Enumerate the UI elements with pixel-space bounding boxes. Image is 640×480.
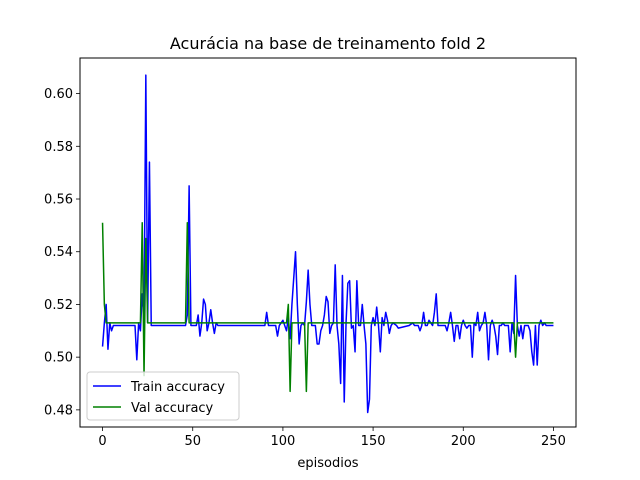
legend-box bbox=[86, 371, 240, 421]
x-tick-label: 200 bbox=[451, 434, 476, 449]
x-axis: 0 50 100 150 200 250 bbox=[98, 427, 566, 449]
x-tick-label: 250 bbox=[541, 434, 566, 449]
y-axis: 0.48 0.50 0.52 0.54 0.56 0.58 0.60 bbox=[44, 87, 80, 418]
y-tick-label: 0.50 bbox=[44, 351, 73, 366]
series-line-0 bbox=[101, 74, 554, 414]
plot-area bbox=[79, 57, 577, 428]
series-line-1 bbox=[101, 221, 554, 393]
chart-title: Acurácia na base de treinamento fold 2 bbox=[170, 34, 486, 53]
y-tick-label: 0.60 bbox=[44, 87, 73, 102]
y-tick-label: 0.52 bbox=[44, 298, 73, 313]
series-layer bbox=[101, 74, 554, 414]
y-tick-label: 0.54 bbox=[44, 245, 73, 260]
y-tick-label: 0.56 bbox=[44, 193, 73, 208]
plot-frame bbox=[79, 57, 577, 428]
y-tick-label: 0.58 bbox=[44, 140, 73, 155]
legend-label-0: Train accuracy bbox=[130, 380, 225, 395]
x-tick-label: 100 bbox=[270, 434, 295, 449]
y-tick-label: 0.48 bbox=[44, 403, 73, 418]
legend-label-1: Val accuracy bbox=[131, 401, 214, 416]
legend: Train accuracy Val accuracy bbox=[86, 371, 240, 421]
x-tick-label: 50 bbox=[184, 434, 201, 449]
x-axis-label: episodios bbox=[297, 456, 358, 471]
x-tick-label: 0 bbox=[98, 434, 106, 449]
x-tick-label: 150 bbox=[361, 434, 386, 449]
